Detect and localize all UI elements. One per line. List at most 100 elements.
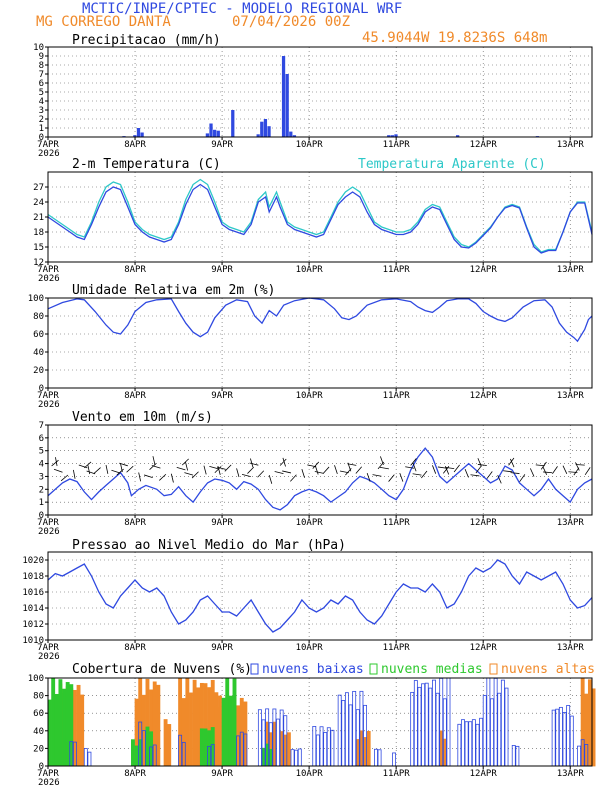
wind-arrow	[185, 461, 189, 471]
precip-bar	[133, 135, 137, 137]
cloud-bar	[134, 745, 139, 767]
wind-arrow	[170, 473, 174, 483]
cloud-bar	[72, 689, 77, 767]
cloud-bar	[80, 694, 85, 767]
cloud-bar	[424, 682, 429, 767]
precip-xtick-label: 10APR	[296, 140, 324, 150]
clouds-title: Cobertura de Nuvens (%)	[72, 662, 252, 677]
wind-arrow	[105, 464, 109, 474]
pressure-series-line	[47, 559, 593, 633]
wind-arrow	[510, 458, 515, 468]
wind-arrow	[477, 464, 487, 466]
temp-xtick-label: 10APR	[296, 265, 324, 275]
cloud-bar	[377, 749, 382, 767]
cloud-bar	[261, 747, 266, 767]
wind-arrow	[159, 473, 167, 481]
wind-arrow	[176, 466, 186, 471]
precip-bar	[394, 134, 398, 137]
wind-arrow	[236, 468, 240, 478]
temp-series-line	[47, 178, 593, 253]
wind-xtick-label: 10APR	[296, 518, 324, 528]
cloud-bar	[297, 748, 302, 767]
wind-xtick-label: 11APR	[383, 518, 411, 528]
wind-arrow	[355, 466, 363, 474]
rh-ytick-label: 20	[33, 366, 44, 376]
header-coords: 45.9044W 19.8236S 648m	[362, 30, 547, 46]
cloud-bar	[268, 748, 273, 767]
precip-ytick-label: 6	[39, 79, 44, 89]
wind-arrow	[152, 456, 156, 466]
cloud-bar	[149, 731, 154, 767]
precip-bar	[292, 135, 297, 137]
wind-xtick-label: 9APR	[211, 518, 233, 528]
wind-arrow	[111, 469, 121, 474]
wind-ytick-label: 5	[39, 447, 44, 457]
wind-arrow	[214, 466, 222, 474]
wind-arrow	[575, 462, 580, 471]
cloud-bar	[421, 683, 426, 767]
cloud-bar	[145, 726, 150, 767]
wind-arrow	[84, 461, 92, 469]
cloud-bar	[577, 745, 581, 767]
precip-bar	[136, 128, 141, 137]
wind-arrow	[421, 470, 428, 479]
cloud-bar	[555, 708, 560, 767]
pressure-ytick-label: 1014	[22, 604, 44, 614]
cloud-bar	[192, 679, 197, 767]
wind-ytick-label: 6	[39, 434, 44, 444]
cloud-bar	[221, 697, 226, 767]
wind-arrow	[464, 468, 469, 478]
wind-arrow	[209, 465, 219, 470]
cloud-bar	[569, 715, 574, 767]
pressure-frame	[47, 551, 593, 641]
cloud-bar	[312, 726, 317, 767]
precip-bar	[263, 119, 268, 137]
wind-arrow	[87, 465, 91, 475]
wind-arrow	[274, 471, 284, 474]
header-title: MCTIC/INPE/CPTEC - MODELO REGIONAL WRF	[82, 1, 402, 17]
wind-arrow	[543, 471, 553, 474]
wind-arrow	[575, 464, 585, 466]
wind-arrow	[486, 471, 493, 479]
cloud-bar	[490, 698, 494, 767]
wind-arrow	[241, 474, 251, 478]
pressure-xtick-label: 10APR	[296, 643, 324, 653]
wind-xtick-label: 8APR	[124, 518, 146, 528]
pressure-xtick-label: 11APR	[383, 643, 411, 653]
temp-frame	[47, 171, 593, 263]
wind-arrow	[151, 465, 161, 469]
clouds-frame	[47, 677, 593, 767]
wind-arrow	[388, 474, 395, 482]
cloud-bar	[315, 734, 320, 767]
wind-arrow	[53, 468, 63, 473]
rh-frame	[47, 297, 593, 389]
rh-xtick-label: 12APR	[470, 391, 498, 401]
precip-ytick-label: 5	[39, 88, 44, 98]
cloud-bar	[196, 687, 201, 767]
temp-ytick-label: 27	[33, 183, 44, 193]
precip-ytick-label: 1	[39, 124, 44, 134]
rh-ytick-label: 0	[39, 384, 44, 394]
precip-bar	[289, 131, 293, 137]
wind-arrow	[72, 469, 76, 479]
cloud-bar	[167, 724, 172, 767]
precip-ytick-label: 10	[33, 43, 44, 53]
temp-xtick-label: 12APR	[470, 265, 498, 275]
legend-swatch-high	[489, 663, 498, 675]
cloud-bar	[580, 677, 585, 767]
cloud-bar	[290, 749, 295, 767]
precip-bar	[387, 135, 391, 137]
pressure-title: Pressao ao Nivel Medio do Mar (hPa)	[72, 538, 346, 553]
wind-arrow	[432, 465, 437, 474]
wind-arrow	[257, 470, 265, 478]
wind-arrow	[93, 467, 101, 474]
rh-xtick-label: 13APR	[557, 391, 585, 401]
pressure-xtick-label: 8APR	[124, 643, 146, 653]
precip-title: Precipitacao (mm/h)	[72, 33, 221, 48]
cloud-bar	[218, 695, 222, 767]
wind-arrow	[116, 468, 124, 476]
wind-arrow	[315, 465, 319, 475]
clouds-xtick-label: 7APR	[37, 769, 59, 779]
cloud-bar	[210, 727, 215, 767]
